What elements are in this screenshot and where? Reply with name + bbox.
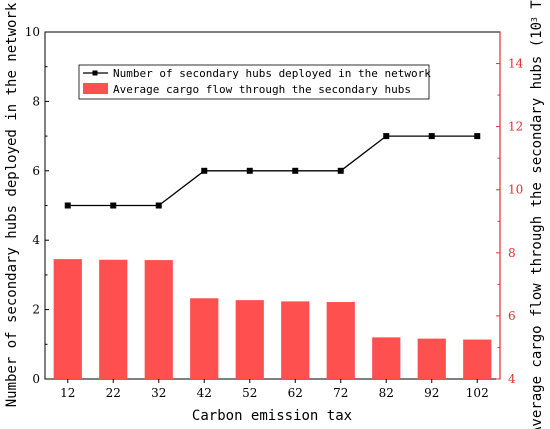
bar xyxy=(463,339,492,379)
x-axis: 12 22 32 42 52 62 72 82 92 102 xyxy=(60,379,489,400)
bar xyxy=(190,298,219,379)
right-y-tick-label: 8 xyxy=(508,246,516,260)
x-tick-label: 32 xyxy=(151,386,166,400)
bar-series xyxy=(53,259,492,379)
left-y-tick-label: 6 xyxy=(32,164,40,178)
x-tick-label: 72 xyxy=(333,386,348,400)
line-point xyxy=(64,202,71,209)
left-y-tick-label: 8 xyxy=(32,94,40,108)
bar xyxy=(326,302,355,379)
line-point xyxy=(201,167,208,174)
right-y-tick-label: 12 xyxy=(508,120,523,134)
x-tick-label: 92 xyxy=(424,386,439,400)
bar xyxy=(372,337,401,379)
left-y-tick-label: 10 xyxy=(25,25,40,39)
line-point xyxy=(337,167,344,174)
right-y-tick-label: 14 xyxy=(508,57,524,71)
x-tick-label: 62 xyxy=(288,386,303,400)
bar xyxy=(235,300,264,379)
left-y-axis-title: Number of secondary hubs deployed in the… xyxy=(4,2,20,407)
legend-bar-label: Average cargo flow through the secondary… xyxy=(113,83,411,96)
line-point xyxy=(383,133,390,140)
left-y-tick-label: 4 xyxy=(32,233,40,247)
x-tick-label: 52 xyxy=(242,386,257,400)
legend: Number of secondary hubs deployed in the… xyxy=(78,64,431,100)
bar xyxy=(99,259,128,379)
legend-line-label: Number of secondary hubs deployed in the… xyxy=(113,67,431,80)
line-point xyxy=(110,202,117,209)
x-tick-label: 22 xyxy=(106,386,121,400)
right-y-axis-title: Average cargo flow through the secondary… xyxy=(529,0,545,429)
right-y-tick-label: 6 xyxy=(508,309,516,323)
legend-bar-swatch xyxy=(83,83,108,94)
bar xyxy=(144,260,173,379)
right-y-tick-label: 10 xyxy=(508,183,523,197)
left-y-tick-label: 0 xyxy=(32,372,40,386)
left-y-tick-label: 2 xyxy=(32,303,40,317)
x-axis-title: Carbon emission tax xyxy=(192,408,352,424)
line-series xyxy=(64,133,481,209)
right-y-axis: 4 6 8 10 12 14 xyxy=(496,32,524,386)
x-tick-label: 82 xyxy=(379,386,394,400)
x-tick-label: 12 xyxy=(60,386,75,400)
x-tick-label: 102 xyxy=(466,386,489,400)
legend-line-marker xyxy=(92,70,98,76)
line-point xyxy=(292,167,299,174)
right-y-tick-label: 4 xyxy=(508,372,516,386)
line-point xyxy=(474,133,481,140)
line-path xyxy=(67,135,478,207)
line-point xyxy=(428,133,435,140)
line-point xyxy=(155,202,162,209)
bar xyxy=(53,259,82,379)
bar xyxy=(417,338,446,379)
legend-box xyxy=(78,64,430,100)
bar xyxy=(281,301,310,379)
x-tick-label: 42 xyxy=(197,386,212,400)
line-point xyxy=(246,167,253,174)
left-y-axis: 0 2 4 6 8 10 xyxy=(25,25,49,386)
